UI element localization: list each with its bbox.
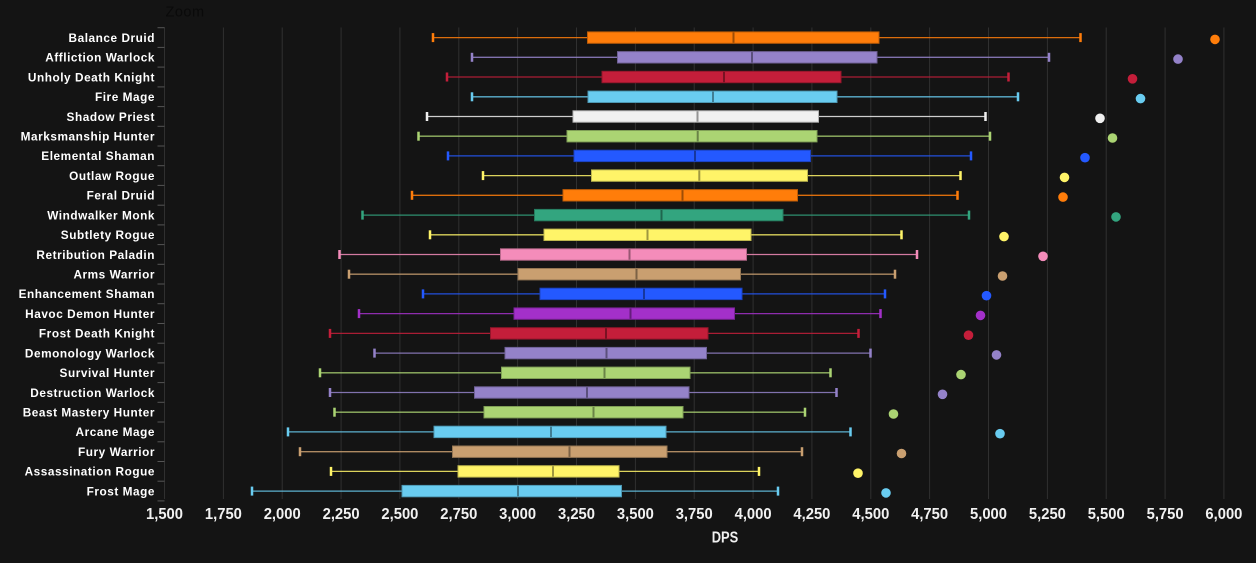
svg-text:5,750: 5,750: [1147, 506, 1184, 523]
svg-text:4,500: 4,500: [852, 506, 889, 523]
svg-text:Retribution Paladin: Retribution Paladin: [36, 248, 155, 262]
svg-text:Arms Warrior: Arms Warrior: [73, 268, 155, 282]
svg-text:Subtlety Rogue: Subtlety Rogue: [61, 228, 155, 242]
svg-text:Survival Hunter: Survival Hunter: [60, 366, 155, 380]
svg-text:2,500: 2,500: [381, 506, 418, 523]
svg-text:Affliction Warlock: Affliction Warlock: [45, 51, 155, 65]
svg-text:Arcane Mage: Arcane Mage: [76, 425, 155, 439]
svg-text:2,000: 2,000: [264, 506, 301, 523]
svg-text:Fire Mage: Fire Mage: [95, 90, 155, 104]
svg-text:Beast Mastery Hunter: Beast Mastery Hunter: [23, 406, 155, 420]
svg-text:Assassination Rogue: Assassination Rogue: [25, 465, 155, 479]
svg-text:Feral Druid: Feral Druid: [87, 189, 155, 203]
svg-text:3,500: 3,500: [617, 506, 654, 523]
svg-text:4,250: 4,250: [793, 506, 830, 523]
svg-text:DPS: DPS: [712, 530, 739, 547]
svg-text:Fury Warrior: Fury Warrior: [78, 445, 155, 459]
svg-text:Frost Death Knight: Frost Death Knight: [39, 327, 155, 341]
svg-text:4,750: 4,750: [911, 506, 948, 523]
svg-text:Shadow Priest: Shadow Priest: [67, 110, 155, 124]
svg-text:3,750: 3,750: [676, 506, 713, 523]
svg-text:2,750: 2,750: [440, 506, 477, 523]
svg-text:Zoom: Zoom: [166, 5, 205, 21]
svg-text:Demonology Warlock: Demonology Warlock: [25, 346, 155, 360]
svg-text:Enhancement Shaman: Enhancement Shaman: [19, 287, 155, 301]
svg-text:1,500: 1,500: [146, 506, 183, 523]
svg-text:4,000: 4,000: [735, 506, 772, 523]
svg-text:Destruction Warlock: Destruction Warlock: [30, 386, 155, 400]
svg-text:1,750: 1,750: [205, 506, 242, 523]
svg-text:Frost Mage: Frost Mage: [87, 484, 155, 498]
svg-text:Unholy Death Knight: Unholy Death Knight: [28, 70, 155, 84]
svg-text:Elemental Shaman: Elemental Shaman: [41, 149, 155, 163]
svg-text:5,250: 5,250: [1029, 506, 1066, 523]
svg-text:Balance Druid: Balance Druid: [69, 31, 155, 45]
svg-text:Havoc Demon Hunter: Havoc Demon Hunter: [25, 307, 155, 321]
svg-text:5,000: 5,000: [970, 506, 1007, 523]
svg-text:5,500: 5,500: [1088, 506, 1125, 523]
svg-text:Windwalker Monk: Windwalker Monk: [47, 208, 155, 222]
svg-text:6,000: 6,000: [1205, 506, 1242, 523]
svg-text:2,250: 2,250: [323, 506, 360, 523]
svg-text:Marksmanship Hunter: Marksmanship Hunter: [21, 130, 155, 144]
svg-text:3,250: 3,250: [558, 506, 595, 523]
svg-text:Outlaw Rogue: Outlaw Rogue: [69, 169, 155, 183]
svg-text:3,000: 3,000: [499, 506, 536, 523]
